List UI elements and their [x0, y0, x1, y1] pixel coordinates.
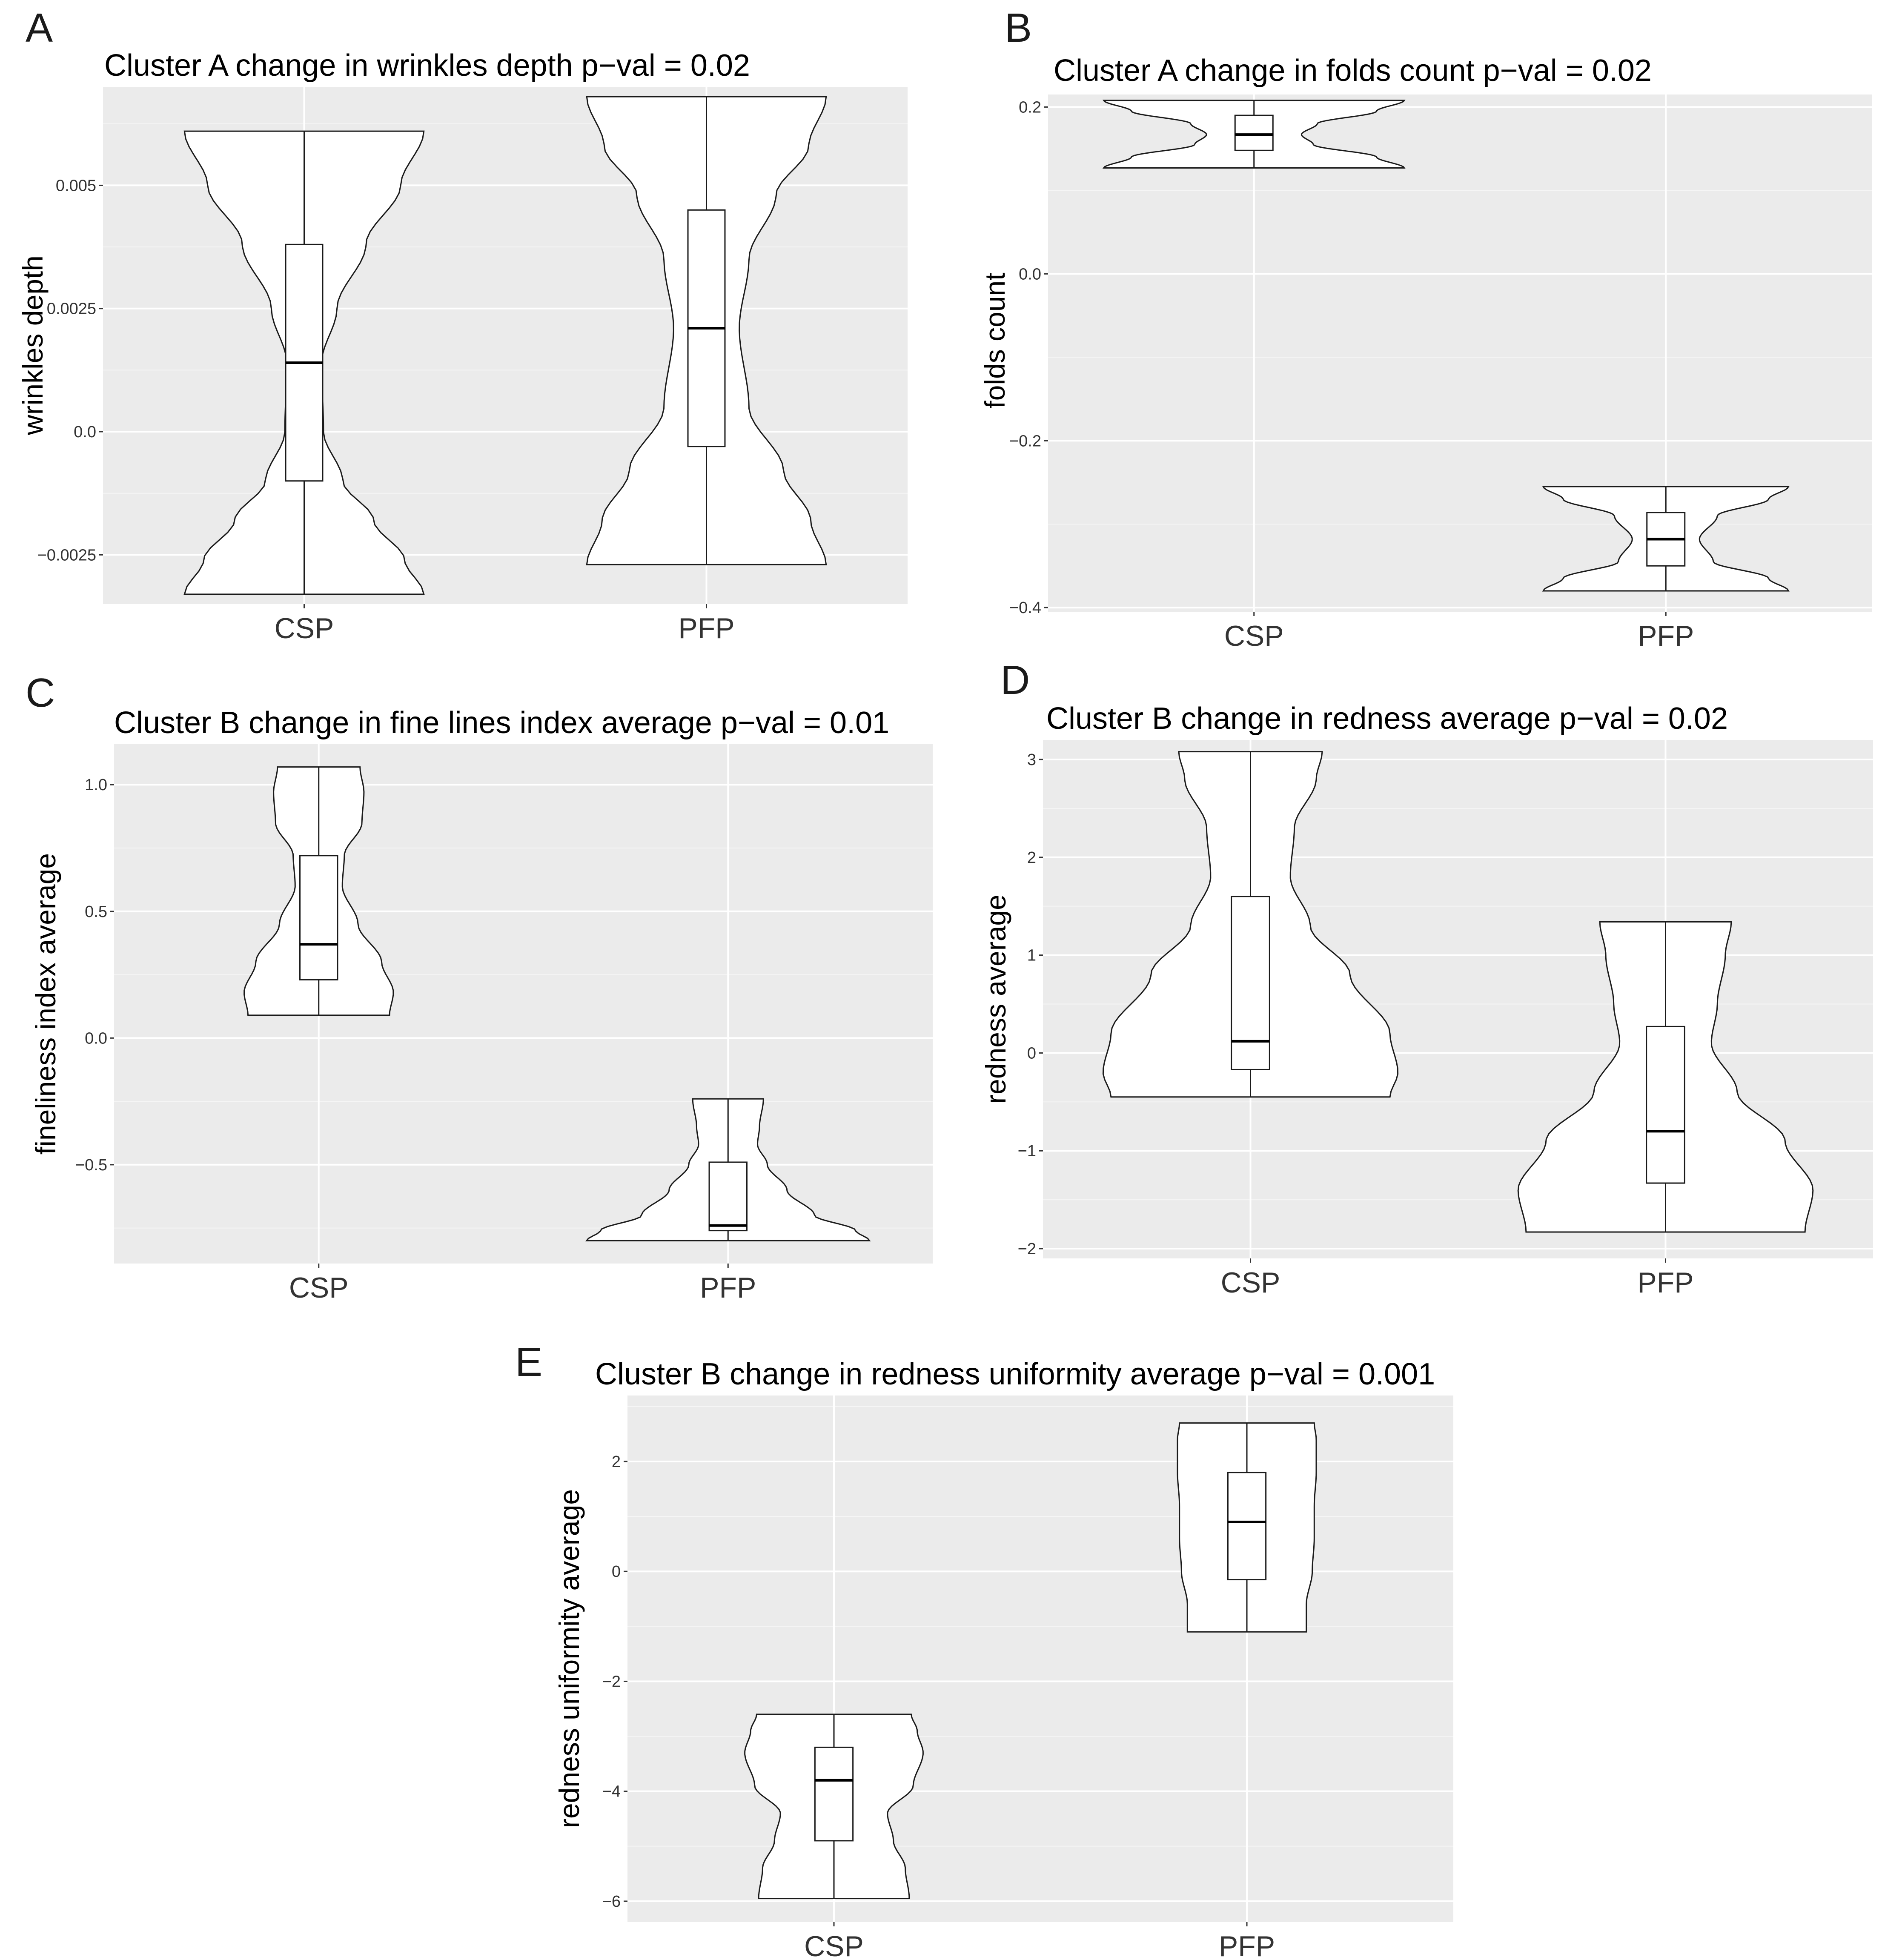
box-pfp — [708, 1161, 748, 1232]
violins-c — [243, 766, 871, 1241]
y-tick-label: −1 — [1018, 1142, 1036, 1160]
y-tick-label: 0 — [1027, 1044, 1036, 1062]
y-tick-label: 3 — [1027, 751, 1036, 769]
y-tick-label: −2 — [1018, 1240, 1036, 1258]
x-category-label: CSP — [289, 1272, 349, 1304]
y-axis-title-b: folds count — [979, 272, 1011, 408]
panel-e: E Cluster B change in redness uniformity… — [515, 1339, 1453, 1960]
x-category-label: CSP — [275, 612, 334, 645]
x-category-label: CSP — [804, 1930, 864, 1960]
y-tick-label: −4 — [602, 1783, 621, 1801]
y-tick-label: 1 — [1027, 947, 1036, 965]
violins-b — [1102, 100, 1790, 592]
x-category-label: CSP — [1221, 1267, 1280, 1299]
x-categories-e: CSP PFP — [804, 1922, 1275, 1960]
y-ticks-d: −2 −1 0 1 2 3 — [1018, 751, 1043, 1258]
gridlines-b — [1048, 95, 1872, 612]
y-tick-label: 2 — [1027, 849, 1036, 867]
y-tick-label: 0 — [612, 1563, 621, 1581]
y-tick-label: −6 — [602, 1893, 621, 1911]
panel-d: D Cluster B change in redness average p−… — [980, 657, 1873, 1299]
x-category-label: PFP — [678, 612, 734, 645]
x-category-label: PFP — [1637, 1267, 1693, 1299]
panel-letter-b: B — [1005, 5, 1032, 51]
x-categories-c: CSP PFP — [289, 1264, 756, 1304]
box-csp — [1231, 896, 1270, 1070]
y-axis-title-e: redness uniformity average — [553, 1489, 585, 1828]
y-ticks-e: −6 −4 −2 0 2 — [602, 1453, 627, 1911]
x-category-label: CSP — [1224, 620, 1284, 652]
x-category-label: PFP — [700, 1272, 756, 1304]
box-csp — [1234, 115, 1274, 151]
box-pfp — [1646, 1026, 1685, 1184]
y-axis-title-a: wrinkles depth — [17, 255, 49, 436]
y-tick-label: 0.0025 — [47, 300, 96, 318]
y-tick-label: 0.0 — [1019, 265, 1041, 283]
panel-letter-c: C — [26, 670, 55, 716]
y-tick-label: 0.005 — [56, 177, 96, 195]
violins-e — [744, 1422, 1317, 1899]
y-tick-label: −0.4 — [1009, 599, 1041, 617]
y-tick-label: 0.0 — [74, 423, 96, 441]
y-tick-label: 2 — [612, 1453, 621, 1471]
box-csp — [299, 855, 338, 980]
panel-letter-a: A — [26, 5, 53, 51]
y-ticks-b: −0.4 −0.2 0.0 0.2 — [1009, 98, 1048, 617]
y-ticks-c: −0.5 0.0 0.5 1.0 — [75, 776, 114, 1174]
panel-letter-d: D — [1000, 657, 1030, 703]
x-categories-b: CSP PFP — [1224, 612, 1694, 652]
panel-letter-e: E — [515, 1339, 542, 1385]
chart-title-a: Cluster A change in wrinkles depth p−val… — [104, 49, 750, 83]
y-tick-label: 0.5 — [85, 903, 107, 921]
violins-d — [1102, 751, 1814, 1233]
x-category-label: PFP — [1219, 1930, 1275, 1960]
y-axis-title-d: redness average — [980, 894, 1011, 1104]
x-categories-a: CSP PFP — [275, 604, 735, 645]
y-tick-label: 0.0 — [85, 1029, 107, 1047]
violins-a — [183, 96, 827, 595]
y-tick-label: 0.2 — [1019, 98, 1041, 116]
chart-title-d: Cluster B change in redness average p−va… — [1046, 702, 1728, 736]
y-axis-title-c: fineliness index average — [30, 853, 61, 1155]
chart-title-e: Cluster B change in redness uniformity a… — [595, 1357, 1435, 1391]
x-category-label: PFP — [1638, 620, 1694, 652]
y-tick-label: −0.5 — [75, 1156, 107, 1174]
panel-c: C Cluster B change in fine lines index a… — [26, 670, 933, 1304]
panel-a: A Cluster A change in wrinkles depth p−v… — [17, 5, 908, 645]
plot-area-e — [627, 1395, 1453, 1922]
chart-title-c: Cluster B change in fine lines index ave… — [114, 706, 889, 740]
y-ticks-a: −0.0025 0.0 0.0025 0.005 — [37, 177, 103, 564]
panel-b: B Cluster A change in folds count p−val … — [979, 5, 1872, 652]
chart-title-b: Cluster A change in folds count p−val = … — [1054, 54, 1652, 88]
y-tick-label: −2 — [602, 1673, 621, 1691]
box-csp — [814, 1746, 854, 1842]
box-pfp — [1227, 1472, 1267, 1581]
x-categories-d: CSP PFP — [1221, 1258, 1694, 1299]
y-tick-label: −0.0025 — [37, 546, 96, 564]
y-tick-label: −0.2 — [1009, 432, 1041, 450]
plot-area-c — [114, 744, 933, 1264]
y-tick-label: 1.0 — [85, 776, 107, 794]
plot-area-b — [1048, 95, 1872, 612]
